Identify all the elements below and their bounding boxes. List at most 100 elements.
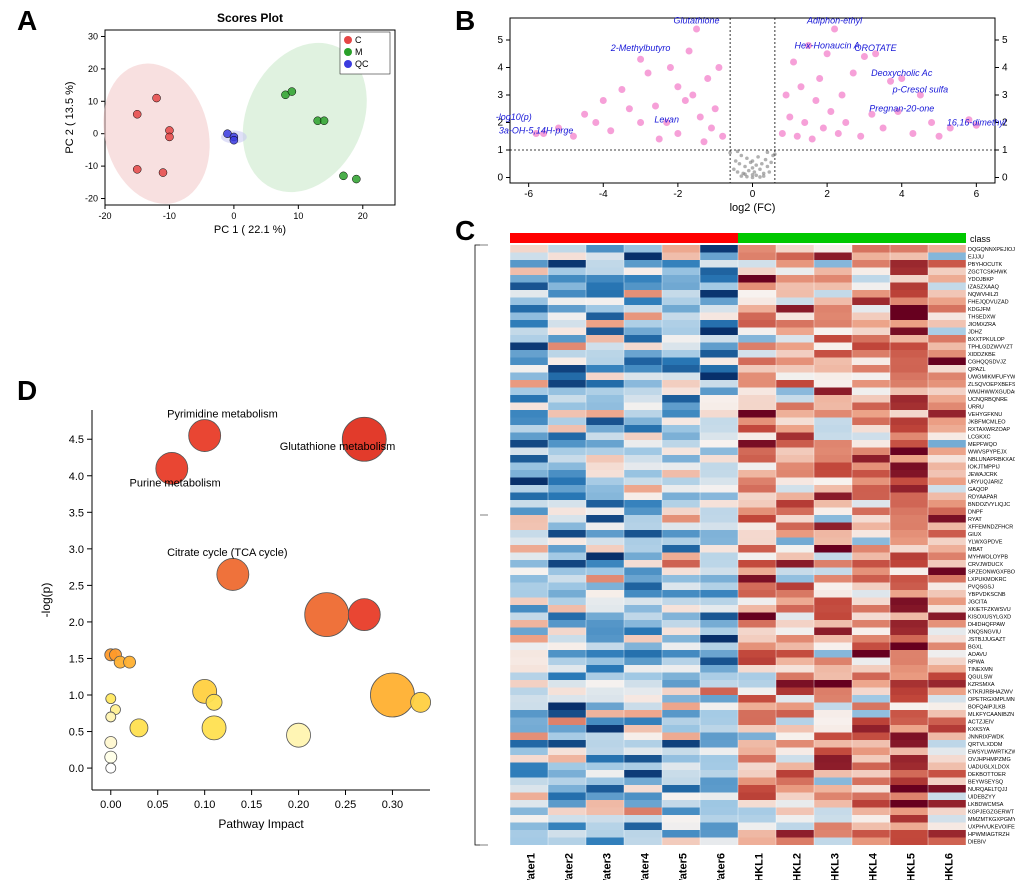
svg-text:Purine metabolism: Purine metabolism	[130, 478, 221, 490]
svg-text:JNNRIXFWDK: JNNRIXFWDK	[968, 735, 1004, 741]
svg-text:ZGCTCSKHWK: ZGCTCSKHWK	[968, 270, 1007, 276]
svg-text:3: 3	[497, 90, 503, 101]
svg-text:Scores Plot: Scores Plot	[217, 11, 283, 25]
svg-text:XNQSNGVIU: XNQSNGVIU	[968, 630, 1001, 636]
svg-text:PVQSGSJ: PVQSGSJ	[968, 585, 994, 591]
svg-text:KGPJEGZGERWT: KGPJEGZGERWT	[968, 810, 1015, 816]
svg-text:XFFEMNDZFHCR: XFFEMNDZFHCR	[968, 525, 1013, 531]
svg-text:M: M	[355, 47, 363, 57]
svg-text:YLWXGPDVE: YLWXGPDVE	[968, 540, 1003, 546]
svg-text:0.10: 0.10	[194, 799, 215, 811]
svg-text:MMZMTKGXPGMY: MMZMTKGXPGMY	[968, 817, 1015, 823]
svg-text:0: 0	[93, 129, 98, 139]
svg-text:3.0: 3.0	[69, 544, 84, 556]
svg-text:XIDDZKBE: XIDDZKBE	[968, 352, 996, 358]
svg-text:Water1: Water1	[526, 853, 538, 880]
svg-text:JDHZ: JDHZ	[968, 330, 983, 336]
svg-text:-20: -20	[98, 211, 111, 221]
svg-text:20: 20	[88, 64, 98, 74]
svg-text:BGXL: BGXL	[968, 645, 983, 651]
svg-text:HKL3: HKL3	[830, 853, 842, 880]
svg-text:-10: -10	[85, 161, 98, 171]
svg-text:UWGMIKMFUFYWB: UWGMIKMFUFYWB	[968, 375, 1015, 381]
svg-text:UADUGLXLDOX: UADUGLXLDOX	[968, 765, 1010, 771]
svg-text:2.0: 2.0	[69, 617, 84, 629]
svg-text:Glutathione: Glutathione	[674, 16, 720, 26]
svg-text:EWSYLWWRTKZWX: EWSYLWWRTKZWX	[968, 750, 1015, 756]
svg-text:RDYAAPAR: RDYAAPAR	[968, 495, 997, 501]
svg-text:Adiphon-ethyl: Adiphon-ethyl	[806, 16, 863, 26]
svg-text:NBLUNAPRBKXAO: NBLUNAPRBKXAO	[968, 457, 1015, 463]
svg-text:4.5: 4.5	[69, 434, 84, 446]
svg-text:BEYWSEYSQ: BEYWSEYSQ	[968, 780, 1004, 786]
svg-text:PBYHOCUTK: PBYHOCUTK	[968, 262, 1003, 268]
svg-text:JGCITA: JGCITA	[968, 600, 987, 606]
svg-text:6: 6	[974, 189, 980, 200]
svg-text:PC 2 ( 13.5 %): PC 2 ( 13.5 %)	[64, 81, 76, 153]
svg-text:-4: -4	[599, 189, 608, 200]
svg-text:2-Methylbutyro: 2-Methylbutyro	[610, 43, 671, 53]
svg-text:-6: -6	[524, 189, 533, 200]
svg-text:16,16-dimethyl: 16,16-dimethyl	[947, 117, 1007, 127]
svg-text:NQWVHILZI: NQWVHILZI	[968, 292, 999, 298]
svg-text:1.5: 1.5	[69, 653, 84, 665]
svg-text:YBPVDKSCNB: YBPVDKSCNB	[968, 592, 1006, 598]
svg-text:MBAT: MBAT	[968, 547, 984, 553]
svg-text:UIDEBZYY: UIDEBZYY	[968, 795, 996, 801]
svg-text:3a-OH-5,14H-prge: 3a-OH-5,14H-prge	[499, 126, 574, 136]
svg-text:HPWMIAGTRZH: HPWMIAGTRZH	[968, 832, 1010, 838]
svg-text:1: 1	[1002, 145, 1008, 156]
svg-text:4: 4	[1002, 63, 1008, 74]
svg-text:5: 5	[1002, 35, 1008, 46]
svg-text:OVJHPHMPZMG: OVJHPHMPZMG	[968, 757, 1011, 763]
svg-text:HKL5: HKL5	[906, 853, 918, 880]
svg-text:log2 (FC): log2 (FC)	[730, 202, 776, 214]
svg-text:TPHLGDZWVVZT: TPHLGDZWVVZT	[968, 345, 1014, 351]
svg-text:KTKRJRBHAZWV: KTKRJRBHAZWV	[968, 690, 1013, 696]
svg-text:CGHQQSDVJZ: CGHQQSDVJZ	[968, 360, 1007, 366]
svg-text:2.5: 2.5	[69, 580, 84, 592]
svg-text:UXPHVUKEVOIFE: UXPHVUKEVOIFE	[968, 825, 1015, 831]
svg-text:4: 4	[497, 63, 503, 74]
svg-text:Water4: Water4	[640, 852, 652, 880]
svg-text:URRU: URRU	[968, 405, 984, 411]
svg-text:10: 10	[293, 211, 303, 221]
svg-text:MYHWOLOYPB: MYHWOLOYPB	[968, 555, 1008, 561]
svg-text:URYUQJARIZ: URYUQJARIZ	[968, 480, 1004, 486]
svg-text:0: 0	[750, 189, 756, 200]
svg-text:XKIETFZKWSVU: XKIETFZKWSVU	[968, 607, 1011, 613]
svg-text:ACTZJEIV: ACTZJEIV	[968, 720, 994, 726]
svg-text:DIEBIV: DIEBIV	[968, 840, 986, 846]
svg-text:HKL6: HKL6	[944, 853, 956, 880]
svg-text:VEHYGFKNU: VEHYGFKNU	[968, 412, 1002, 418]
svg-text:-log10(p): -log10(p)	[496, 112, 532, 122]
panel-label-a: A	[17, 5, 37, 37]
svg-text:THSEDXW: THSEDXW	[968, 315, 996, 321]
svg-text:4: 4	[899, 189, 905, 200]
svg-text:10: 10	[88, 96, 98, 106]
volcano-plot: -6-4-20246012345012345log2 (FC)Glutathio…	[470, 8, 1015, 216]
svg-text:KXKSYA: KXKSYA	[968, 727, 990, 733]
svg-text:Water2: Water2	[564, 853, 576, 880]
svg-text:0: 0	[497, 173, 503, 184]
svg-text:KISOXUSYLGXD: KISOXUSYLGXD	[968, 615, 1011, 621]
svg-text:0.0: 0.0	[69, 763, 84, 775]
svg-text:MEPFWQO: MEPFWQO	[968, 442, 998, 448]
svg-text:0.00: 0.00	[100, 799, 121, 811]
svg-text:KZRSMXA: KZRSMXA	[968, 682, 995, 688]
svg-text:BXXTPKULOP: BXXTPKULOP	[968, 337, 1005, 343]
svg-text:0.15: 0.15	[241, 799, 262, 811]
svg-text:Levan: Levan	[654, 115, 679, 125]
svg-text:IZASZXAAQ: IZASZXAAQ	[968, 285, 1000, 291]
svg-text:DNPF: DNPF	[968, 510, 984, 516]
svg-text:-10: -10	[163, 211, 176, 221]
svg-text:0: 0	[1002, 173, 1008, 184]
svg-text:4.0: 4.0	[69, 471, 84, 483]
svg-text:RXTAXWRZOAP: RXTAXWRZOAP	[968, 427, 1010, 433]
svg-text:PC 1 ( 22.1 %): PC 1 ( 22.1 %)	[214, 224, 286, 236]
svg-text:UCNQRBQNRE: UCNQRBQNRE	[968, 397, 1008, 403]
svg-text:WMJHWWXGUDAQK: WMJHWWXGUDAQK	[968, 390, 1015, 396]
svg-text:JIOMXZRA: JIOMXZRA	[968, 322, 996, 328]
pathway-impact-plot: 0.000.050.100.150.200.250.300.00.51.01.5…	[30, 400, 450, 830]
svg-text:EJJJU: EJJJU	[968, 255, 984, 261]
